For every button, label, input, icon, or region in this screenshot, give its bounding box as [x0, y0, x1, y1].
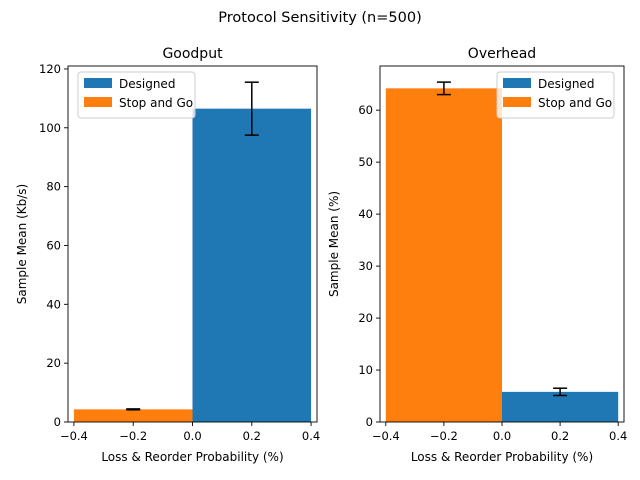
- legend-label: Stop and Go: [119, 96, 193, 110]
- chart-2-ytick-label: 60: [358, 103, 373, 117]
- chart-1-ytick-label: 20: [46, 356, 61, 370]
- chart-2-xtick-label: 0.2: [551, 429, 569, 443]
- chart-2-title: Overhead: [468, 46, 536, 62]
- chart-1-title: Goodput: [162, 46, 223, 62]
- chart-1-errorbar-designed: [244, 81, 259, 136]
- chart-2-xtick-label: −0.4: [372, 429, 400, 443]
- chart-1-xtick-label: 0.4: [302, 429, 320, 443]
- legend-label: Designed: [119, 77, 175, 91]
- chart-1-panel: −0.4 −0.2 0.0 0.2 0.4 0 20 40 60 80 100 120 Goodput L…: [15, 46, 320, 464]
- chart-2-panel: −0.4 −0.2 0.0 0.2 0.4 0 10 20 30 40 50 60 Overhead Lo…: [327, 46, 627, 464]
- chart-2-ytick-label: 0: [366, 415, 373, 429]
- chart-2-ylabel: Sample Mean (%): [327, 191, 341, 297]
- figure-suptitle: Protocol Sensitivity (n=500): [218, 10, 421, 26]
- chart-2-xtick-label: 0.0: [493, 429, 511, 443]
- chart-1-errorbar-stop-and-go: [126, 408, 141, 411]
- chart-1-xlabel: Loss & Reorder Probability (%): [101, 450, 283, 464]
- chart-1-ytick-label: 0: [54, 415, 61, 429]
- chart-1-legend: Designed Stop and Go: [77, 71, 196, 119]
- chart-1-xtick-label: −0.2: [119, 429, 147, 443]
- chart-1-ytick-label: 60: [46, 238, 61, 252]
- legend-swatch: [503, 78, 531, 88]
- chart-2-ytick-label: 50: [358, 155, 373, 169]
- chart-1-ytick-label: 120: [39, 62, 61, 76]
- legend-swatch: [84, 97, 112, 107]
- chart-1-bar-stop-and-go: [73, 409, 193, 422]
- legend-swatch: [503, 97, 531, 107]
- chart-1-xtick-label: 0.2: [243, 429, 261, 443]
- chart-1-bar-designed: [192, 108, 312, 422]
- chart-1-xtick-label: 0.0: [183, 429, 201, 443]
- chart-1-ytick-label: 40: [46, 297, 61, 311]
- legend-label: Designed: [538, 77, 594, 91]
- chart-2-ytick-label: 30: [358, 259, 373, 273]
- chart-1-ytick-label: 80: [46, 180, 61, 194]
- chart-2-errorbar-designed: [553, 387, 568, 397]
- chart-2-ytick-label: 40: [358, 207, 373, 221]
- chart-2-xtick-label: −0.2: [430, 429, 458, 443]
- chart-1-xtick-label: −0.4: [60, 429, 88, 443]
- chart-1-ytick-label: 100: [39, 121, 61, 135]
- chart-2-errorbar-stop-and-go: [436, 81, 451, 96]
- chart-2-xlabel: Loss & Reorder Probability (%): [411, 450, 593, 464]
- chart-1-ylabel: Sample Mean (Kb/s): [15, 184, 29, 304]
- chart-2-bar-stop-and-go: [385, 88, 502, 422]
- chart-2-ytick-label: 20: [358, 311, 373, 325]
- chart-2-legend: Designed Stop and Go: [496, 71, 615, 119]
- legend-swatch: [84, 78, 112, 88]
- chart-2-bar-designed: [502, 391, 619, 422]
- chart-2-ytick-label: 10: [358, 363, 373, 377]
- legend-label: Stop and Go: [538, 96, 612, 110]
- chart-2-xtick-label: 0.4: [609, 429, 627, 443]
